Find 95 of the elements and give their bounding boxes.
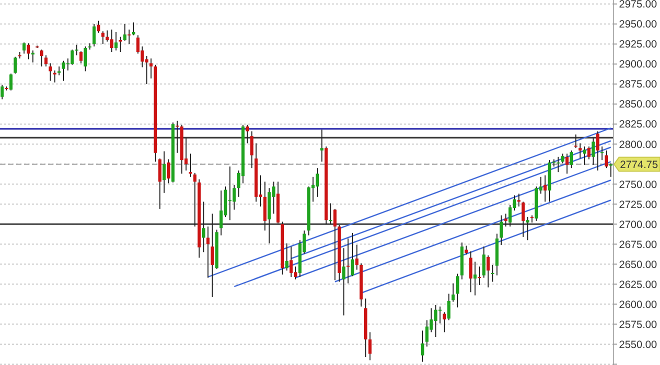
candlestick (210, 213, 214, 298)
candlestick (504, 213, 508, 228)
candlestick (600, 146, 604, 161)
candlestick (522, 201, 525, 238)
candlestick (561, 153, 564, 164)
y-tick-label: 2625.00 (619, 278, 658, 291)
candlestick (31, 50, 34, 63)
candlestick (0, 84, 4, 100)
candlestick (526, 216, 530, 241)
candlestick (75, 44, 78, 56)
candlestick (166, 158, 170, 184)
y-tick-label: 2975.00 (619, 0, 658, 11)
candlestick (128, 29, 131, 45)
y-tick-label: 2550.00 (619, 338, 658, 351)
candlestick (62, 60, 66, 82)
candlestick (202, 201, 206, 253)
candlestick (328, 202, 332, 225)
candlestick (220, 190, 223, 236)
candlestick (425, 320, 429, 348)
y-tick-label: 2950.00 (619, 18, 658, 31)
candlestick (592, 138, 595, 166)
candlestick (206, 226, 210, 278)
y-tick-label: 2850.00 (619, 98, 658, 111)
candlestick (285, 242, 288, 272)
candlestick (350, 232, 354, 277)
candlestick (604, 150, 608, 169)
candlestick (232, 184, 236, 210)
candlestick (565, 153, 569, 174)
y-tick-label: 2875.00 (619, 78, 658, 91)
candlestick (114, 32, 118, 51)
candlestick (70, 49, 74, 66)
candlestick (26, 42, 30, 60)
candlestick (442, 312, 446, 333)
candlestick (193, 172, 196, 228)
candlestick (118, 36, 122, 53)
candlestick (556, 156, 560, 173)
candlestick (478, 266, 482, 286)
candlestick (149, 58, 153, 79)
y-tick-label: 2575.00 (619, 318, 658, 331)
candlestick (53, 70, 56, 83)
candlestick (101, 30, 104, 45)
candlestick (250, 130, 254, 169)
candlestick (342, 248, 346, 316)
candlestick (79, 50, 83, 64)
candlestick (84, 46, 87, 72)
candlestick (316, 168, 320, 198)
candlestick (14, 56, 17, 74)
candlestick (438, 306, 442, 324)
candlestick (162, 150, 166, 194)
candlestick (482, 246, 486, 278)
candlestick (456, 273, 460, 308)
candlestick (587, 146, 591, 160)
y-tick-label: 2750.00 (619, 178, 658, 191)
y-tick-label: 2675.00 (619, 238, 658, 251)
y-tick-label: 2800.00 (619, 138, 658, 151)
candlestick (452, 282, 455, 302)
candlestick (570, 150, 574, 169)
candlestick (40, 49, 44, 67)
candlestick (490, 264, 494, 282)
candlestick (176, 120, 179, 154)
candlestick (123, 24, 126, 42)
candlestick (596, 130, 600, 171)
y-tick-label: 2650.00 (619, 258, 658, 271)
candlestick (246, 124, 249, 144)
candlestick (447, 293, 450, 321)
candlestick (473, 261, 477, 296)
y-tick-label: 2925.00 (619, 38, 658, 51)
candlestick (132, 22, 136, 36)
candlestick (500, 214, 503, 246)
candlestick (44, 54, 48, 67)
candlestick (346, 238, 350, 284)
candlestick (333, 208, 337, 281)
candlestick (578, 142, 582, 159)
candlestick (355, 244, 358, 270)
candlestick (486, 254, 490, 288)
candlestick (469, 250, 472, 293)
candlestick (320, 129, 324, 162)
y-tick-label: 2600.00 (619, 298, 658, 311)
candlestick (92, 24, 96, 47)
candlestick (544, 174, 547, 202)
candlestick (582, 146, 586, 166)
y-tick-label: 2900.00 (619, 58, 658, 71)
candlestick (290, 246, 293, 278)
candlestick (517, 193, 520, 208)
candlestick (22, 42, 26, 54)
candlestick (9, 73, 13, 91)
y-tick-label: 2725.00 (619, 198, 658, 211)
candlestick (368, 332, 372, 361)
y-tick-label: 2825.00 (619, 118, 658, 131)
candlestick (420, 330, 424, 362)
y-tick-label: 2700.00 (619, 218, 658, 231)
candlestick (158, 158, 162, 210)
candlestick (188, 153, 192, 178)
ref-line-label: 2774.75 (620, 158, 658, 171)
candlestick (574, 134, 578, 149)
